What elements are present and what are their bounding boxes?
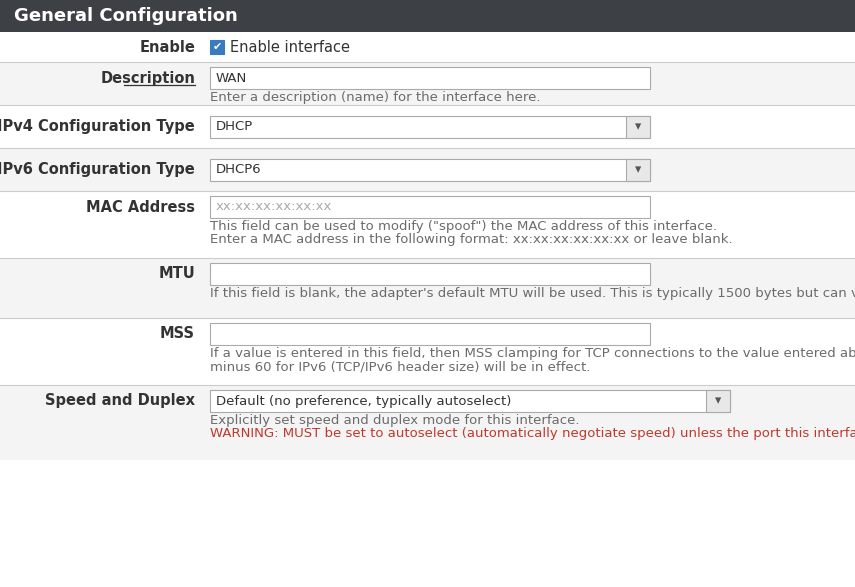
FancyBboxPatch shape (210, 116, 650, 137)
Text: DHCP6: DHCP6 (216, 163, 262, 176)
Text: Default (no preference, typically autoselect): Default (no preference, typically autose… (216, 394, 511, 407)
Text: This field can be used to modify ("spoof") the MAC address of this interface.: This field can be used to modify ("spoof… (210, 220, 717, 233)
Text: WAN: WAN (216, 72, 247, 85)
FancyBboxPatch shape (210, 67, 650, 89)
Text: ▾: ▾ (635, 163, 641, 176)
FancyBboxPatch shape (0, 105, 855, 148)
Text: If a value is entered in this field, then MSS clamping for TCP connections to th: If a value is entered in this field, the… (210, 347, 855, 360)
Text: MAC Address: MAC Address (86, 200, 195, 214)
FancyBboxPatch shape (0, 148, 855, 191)
Text: WARNING: MUST be set to autoselect (automatically negotiate speed) unless the po: WARNING: MUST be set to autoselect (auto… (210, 427, 855, 440)
FancyBboxPatch shape (0, 385, 855, 460)
Text: Enable interface: Enable interface (230, 39, 350, 55)
FancyBboxPatch shape (210, 158, 650, 180)
Text: MSS: MSS (160, 326, 195, 342)
FancyBboxPatch shape (210, 263, 650, 285)
FancyBboxPatch shape (210, 390, 730, 412)
Text: ▾: ▾ (635, 120, 641, 133)
FancyBboxPatch shape (0, 0, 855, 32)
Text: IPv4 Configuration Type: IPv4 Configuration Type (0, 119, 195, 134)
Text: Description: Description (100, 70, 195, 86)
FancyBboxPatch shape (0, 258, 855, 318)
FancyBboxPatch shape (0, 318, 855, 385)
Text: IPv6 Configuration Type: IPv6 Configuration Type (0, 162, 195, 177)
Text: Speed and Duplex: Speed and Duplex (45, 393, 195, 409)
FancyBboxPatch shape (210, 323, 650, 345)
Text: General Configuration: General Configuration (14, 7, 238, 25)
Text: Enter a MAC address in the following format: xx:xx:xx:xx:xx:xx or leave blank.: Enter a MAC address in the following for… (210, 233, 733, 246)
Text: Enable: Enable (139, 39, 195, 55)
Text: ▾: ▾ (715, 394, 721, 407)
FancyBboxPatch shape (0, 32, 855, 62)
FancyBboxPatch shape (210, 40, 224, 54)
Text: Enter a description (name) for the interface here.: Enter a description (name) for the inter… (210, 91, 540, 104)
Text: MTU: MTU (158, 266, 195, 282)
FancyBboxPatch shape (210, 196, 650, 218)
FancyBboxPatch shape (626, 116, 650, 137)
Text: If this field is blank, the adapter's default MTU will be used. This is typicall: If this field is blank, the adapter's de… (210, 287, 855, 300)
FancyBboxPatch shape (626, 158, 650, 180)
FancyBboxPatch shape (0, 191, 855, 258)
Text: ✔: ✔ (212, 42, 221, 52)
Text: DHCP: DHCP (216, 120, 253, 133)
Text: xx:xx:xx:xx:xx:xx: xx:xx:xx:xx:xx:xx (216, 201, 333, 214)
Text: Explicitly set speed and duplex mode for this interface.: Explicitly set speed and duplex mode for… (210, 414, 580, 427)
FancyBboxPatch shape (706, 390, 730, 412)
Text: minus 60 for IPv6 (TCP/IPv6 header size) will be in effect.: minus 60 for IPv6 (TCP/IPv6 header size)… (210, 360, 590, 373)
FancyBboxPatch shape (0, 62, 855, 105)
